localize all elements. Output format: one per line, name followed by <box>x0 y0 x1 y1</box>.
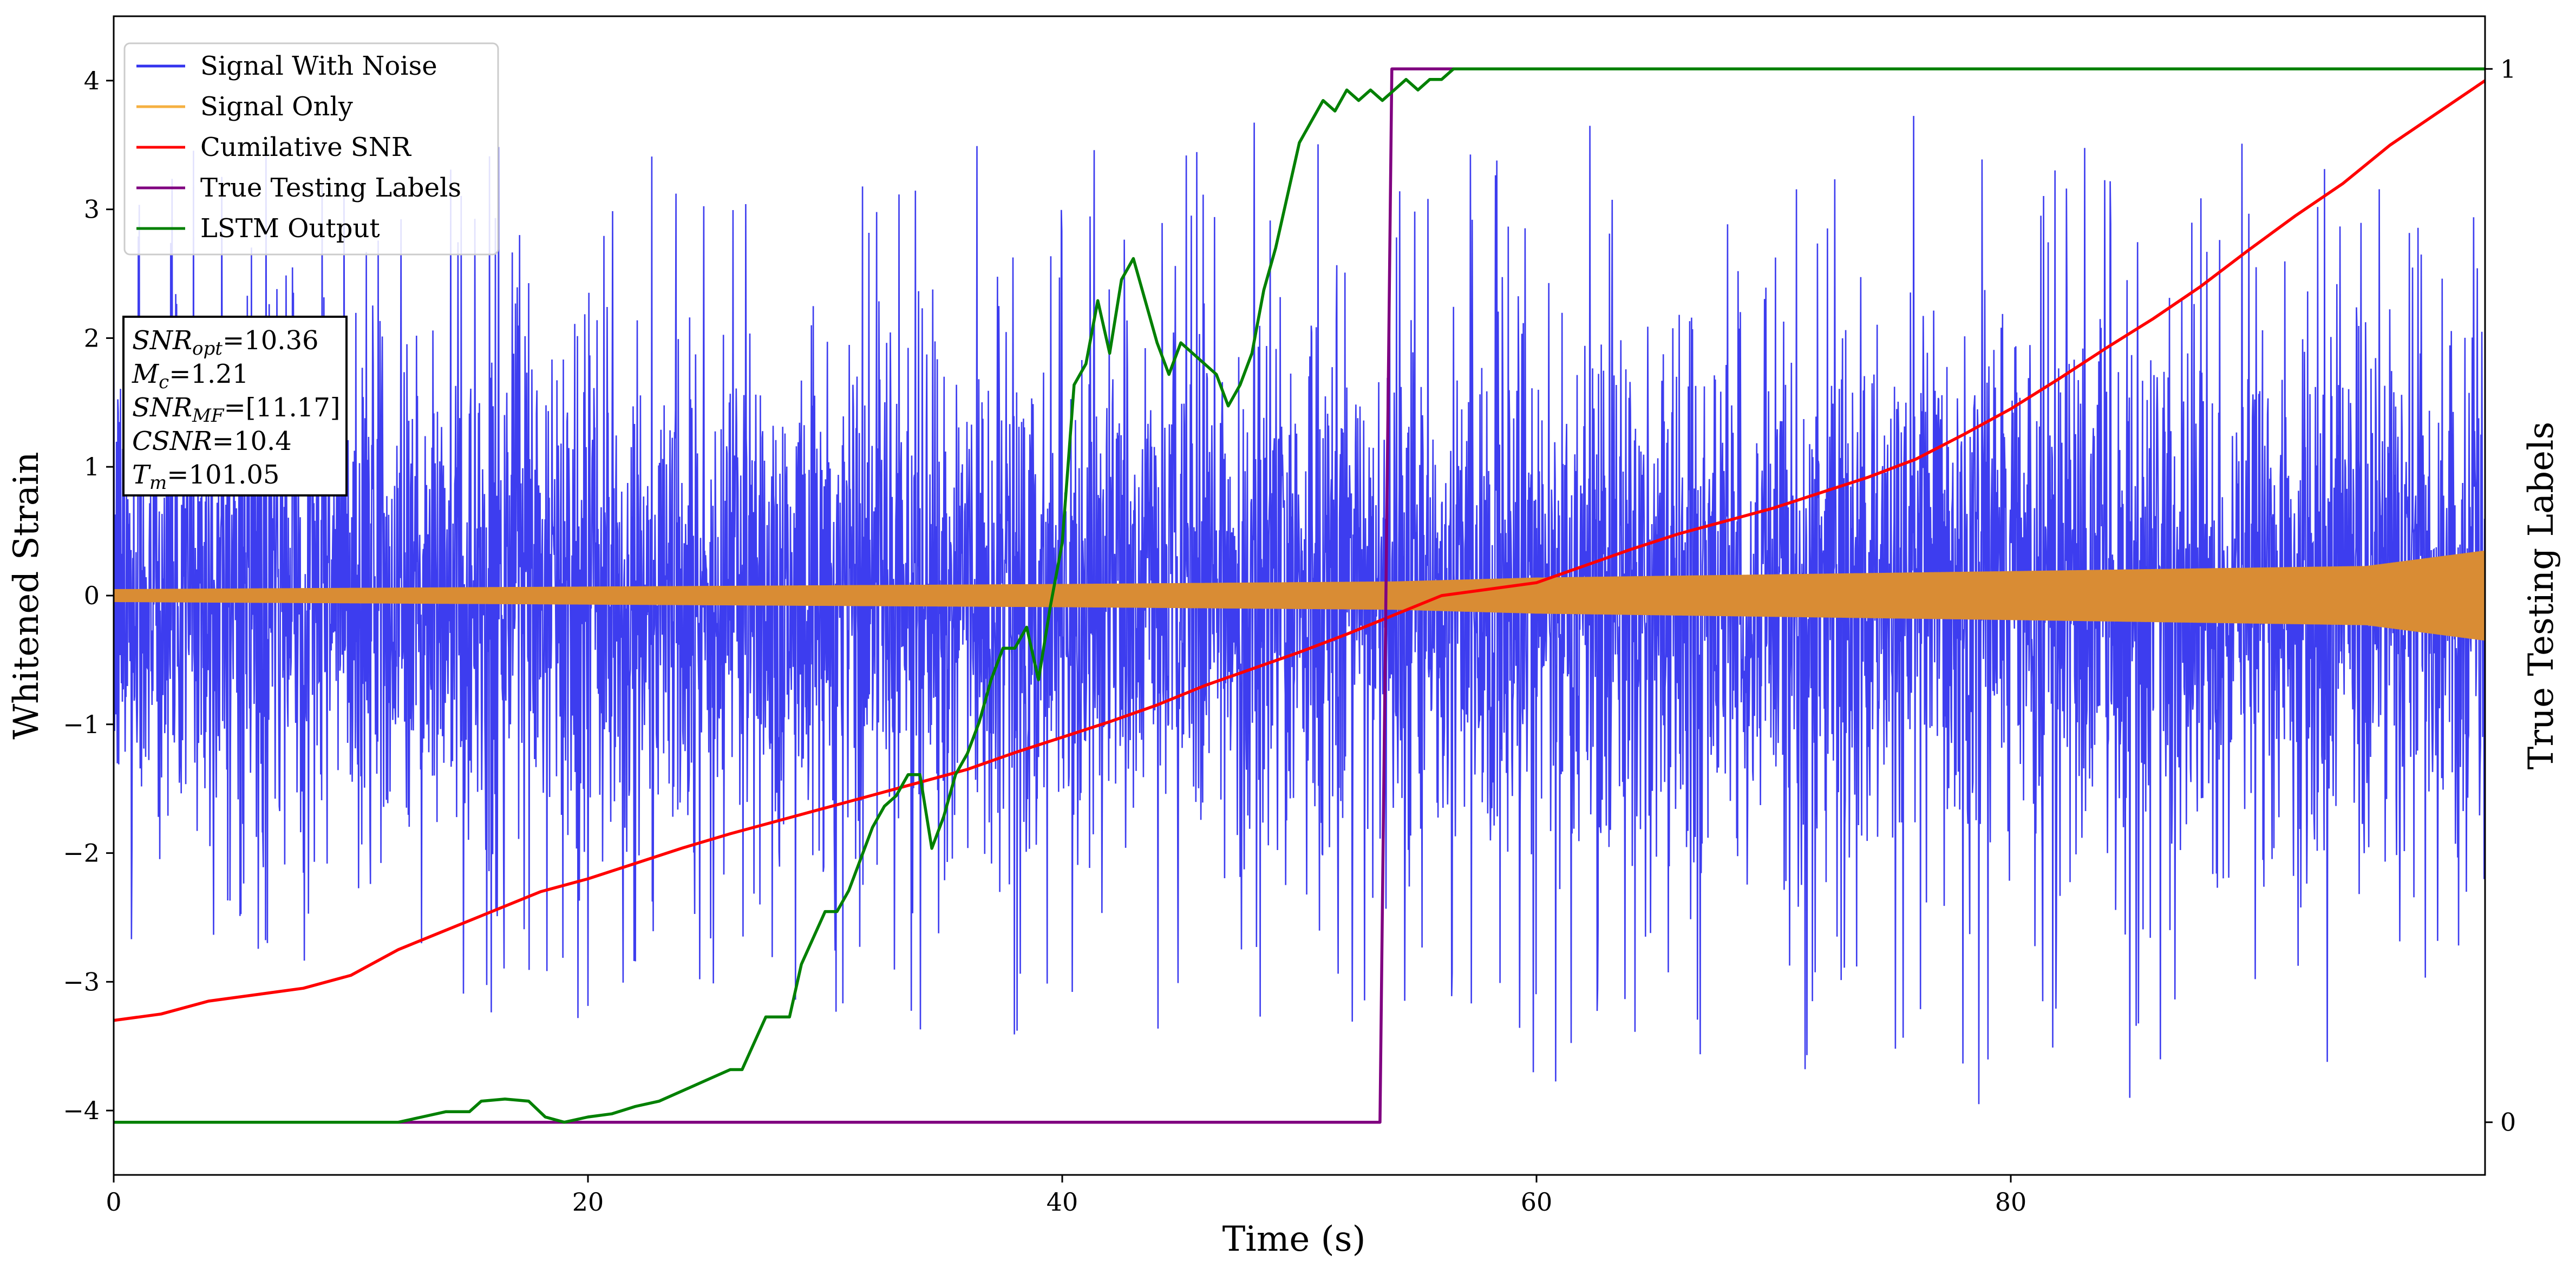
x-tick-label: 20 <box>572 1187 604 1217</box>
x-axis: 0 20 40 60 80 <box>106 1175 2026 1217</box>
info-line: SNRopt=10.36 <box>132 325 319 360</box>
x-tick-label: 0 <box>106 1187 121 1217</box>
y2-tick-label: 1 <box>2500 54 2516 83</box>
x-tick-label: 80 <box>1995 1187 2027 1217</box>
series-layer <box>114 67 2485 1124</box>
y-tick-label: −2 <box>63 839 100 868</box>
legend: Signal With Noise Signal Only Cumilative S… <box>123 42 499 256</box>
legend-box <box>123 42 499 256</box>
info-line: SNRMF=[11.17] <box>132 393 341 427</box>
y-tick-label: −3 <box>63 967 100 996</box>
legend-signal-only-label: Signal Only <box>200 92 353 122</box>
y-tick-label: 3 <box>84 195 100 224</box>
info-box-frame <box>122 316 348 496</box>
y-tick-label: 1 <box>84 452 100 481</box>
info-line: CSNR=10.4 <box>132 426 292 456</box>
y-tick-label: −4 <box>63 1096 100 1125</box>
legend-true-testing-labels-label: True Testing Labels <box>200 173 461 203</box>
y-axis-label: Whitened Strain <box>6 452 47 739</box>
y-tick-label: −1 <box>63 710 100 739</box>
info-line: Mc=1.21 <box>132 359 249 393</box>
series-signal-only <box>114 550 2485 641</box>
legend-signal-with-noise-label: Signal With Noise <box>200 51 437 81</box>
y-axis-left: −4 −3 −2 −1 0 1 2 3 4 <box>63 66 114 1125</box>
info-line: Tm=101.05 <box>132 460 279 494</box>
info-box: SNRopt=10.36Mc=1.21SNRMF=[11.17]CSNR=10.… <box>122 316 348 496</box>
y-tick-label: 4 <box>84 66 100 95</box>
y-axis-right: 01 <box>2485 54 2516 1137</box>
legend-lstm-output-label: LSTM Output <box>200 213 380 244</box>
x-axis-label: Time (s) <box>1222 1219 1366 1259</box>
series-cumilative-snr <box>114 79 2485 1022</box>
legend-cumilative-snr-label: Cumilative SNR <box>200 132 412 162</box>
x-tick-label: 40 <box>1047 1187 1078 1217</box>
y2-tick-label: 0 <box>2500 1108 2516 1137</box>
series-signal-with-noise <box>114 116 2485 1105</box>
y-tick-label: 2 <box>84 323 100 352</box>
series-lstm-output <box>114 67 2485 1124</box>
x-tick-label: 60 <box>1521 1187 1553 1217</box>
y-tick-label: 0 <box>84 581 100 610</box>
y2-axis-label: True Testing Labels <box>2521 422 2561 770</box>
